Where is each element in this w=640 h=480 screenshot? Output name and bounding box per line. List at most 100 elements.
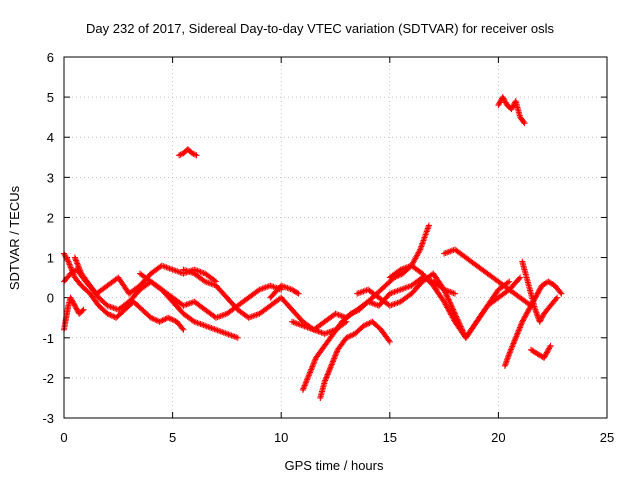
data-point (162, 316, 169, 323)
data-point (509, 104, 516, 111)
data-point (168, 316, 175, 323)
data-point (516, 275, 523, 282)
data-point (537, 285, 544, 292)
data-point (150, 316, 157, 323)
data-point (153, 317, 160, 324)
data-point (521, 314, 528, 321)
series-track-16 (519, 258, 561, 325)
data-point (526, 305, 533, 312)
data-point (166, 315, 173, 322)
data-point (441, 286, 448, 293)
data-point (70, 300, 77, 307)
data-point (501, 96, 508, 103)
data-point (496, 99, 503, 106)
y-tick-label: 6 (47, 50, 54, 65)
data-point (68, 296, 75, 303)
data-point (557, 289, 564, 296)
data-point (444, 293, 451, 300)
data-point (74, 306, 81, 313)
data-point (104, 310, 111, 317)
data-point (445, 296, 452, 303)
x-tick-label: 15 (383, 430, 397, 445)
data-point (159, 317, 166, 324)
data-point (362, 322, 369, 329)
y-tick-label: -3 (42, 411, 54, 426)
data-point (545, 346, 552, 353)
data-point (538, 314, 545, 321)
data-point (352, 308, 359, 315)
x-tick-label: 20 (491, 430, 505, 445)
data-point (552, 296, 559, 303)
data-point (105, 311, 112, 318)
data-point (444, 295, 451, 302)
data-point (544, 348, 551, 355)
x-tick-label: 10 (274, 430, 288, 445)
data-point (149, 315, 156, 322)
x-tick-label: 0 (60, 430, 67, 445)
data-point (446, 299, 453, 306)
data-point (67, 294, 74, 301)
chart-title: Day 232 of 2017, Sidereal Day-to-day VTE… (86, 21, 554, 36)
data-point (347, 310, 354, 317)
data-point (441, 288, 448, 295)
data-point (558, 290, 565, 297)
data-point (517, 274, 524, 281)
data-point (147, 314, 154, 321)
series-track-7 (267, 282, 302, 301)
data-point (520, 316, 527, 323)
data-point (446, 297, 453, 304)
data-point (508, 106, 515, 113)
data-point (537, 317, 544, 324)
data-point (160, 316, 167, 323)
data-point (62, 253, 69, 260)
y-tick-label: 5 (47, 90, 54, 105)
plot-frame (63, 56, 608, 419)
series-track-9 (299, 222, 432, 393)
series-track-17 (176, 146, 200, 159)
data-point (449, 305, 456, 312)
x-tick-label: 5 (169, 430, 176, 445)
data-point (500, 95, 507, 102)
data-point (521, 120, 528, 127)
data-point (190, 150, 197, 157)
data-point (396, 271, 403, 278)
data-point (451, 310, 458, 317)
y-tick-label: 3 (47, 170, 54, 185)
data-point (536, 318, 543, 325)
data-point (294, 289, 301, 296)
data-point (385, 337, 392, 344)
y-tick-label: 2 (47, 210, 54, 225)
data-point (360, 322, 367, 329)
data-point (176, 152, 183, 159)
series-track-18 (495, 94, 528, 127)
data-point (443, 290, 450, 297)
data-point (295, 290, 302, 297)
data-point (450, 307, 457, 314)
data-point (501, 98, 508, 105)
data-point (234, 334, 241, 341)
data-point (158, 318, 165, 325)
data-point (350, 309, 357, 316)
data-point (543, 350, 550, 357)
x-tick-label: 25 (600, 430, 614, 445)
y-tick-label: 0 (47, 291, 54, 306)
data-point (506, 278, 513, 285)
data-point (450, 306, 457, 313)
data-point (71, 302, 78, 309)
data-point (72, 304, 79, 311)
data-point (442, 289, 449, 296)
data-point (451, 309, 458, 316)
data-point (522, 312, 529, 319)
data-point (192, 151, 199, 158)
series-track-10 (317, 318, 393, 401)
data-point (525, 308, 532, 315)
y-tick-label: -1 (42, 331, 54, 346)
data-point (363, 321, 370, 328)
data-point (541, 354, 548, 361)
x-axis-label: GPS time / hours (285, 458, 384, 473)
y-tick-label: 1 (47, 251, 54, 266)
data-point (346, 333, 353, 340)
data-point (344, 334, 351, 341)
data-point (541, 353, 548, 360)
